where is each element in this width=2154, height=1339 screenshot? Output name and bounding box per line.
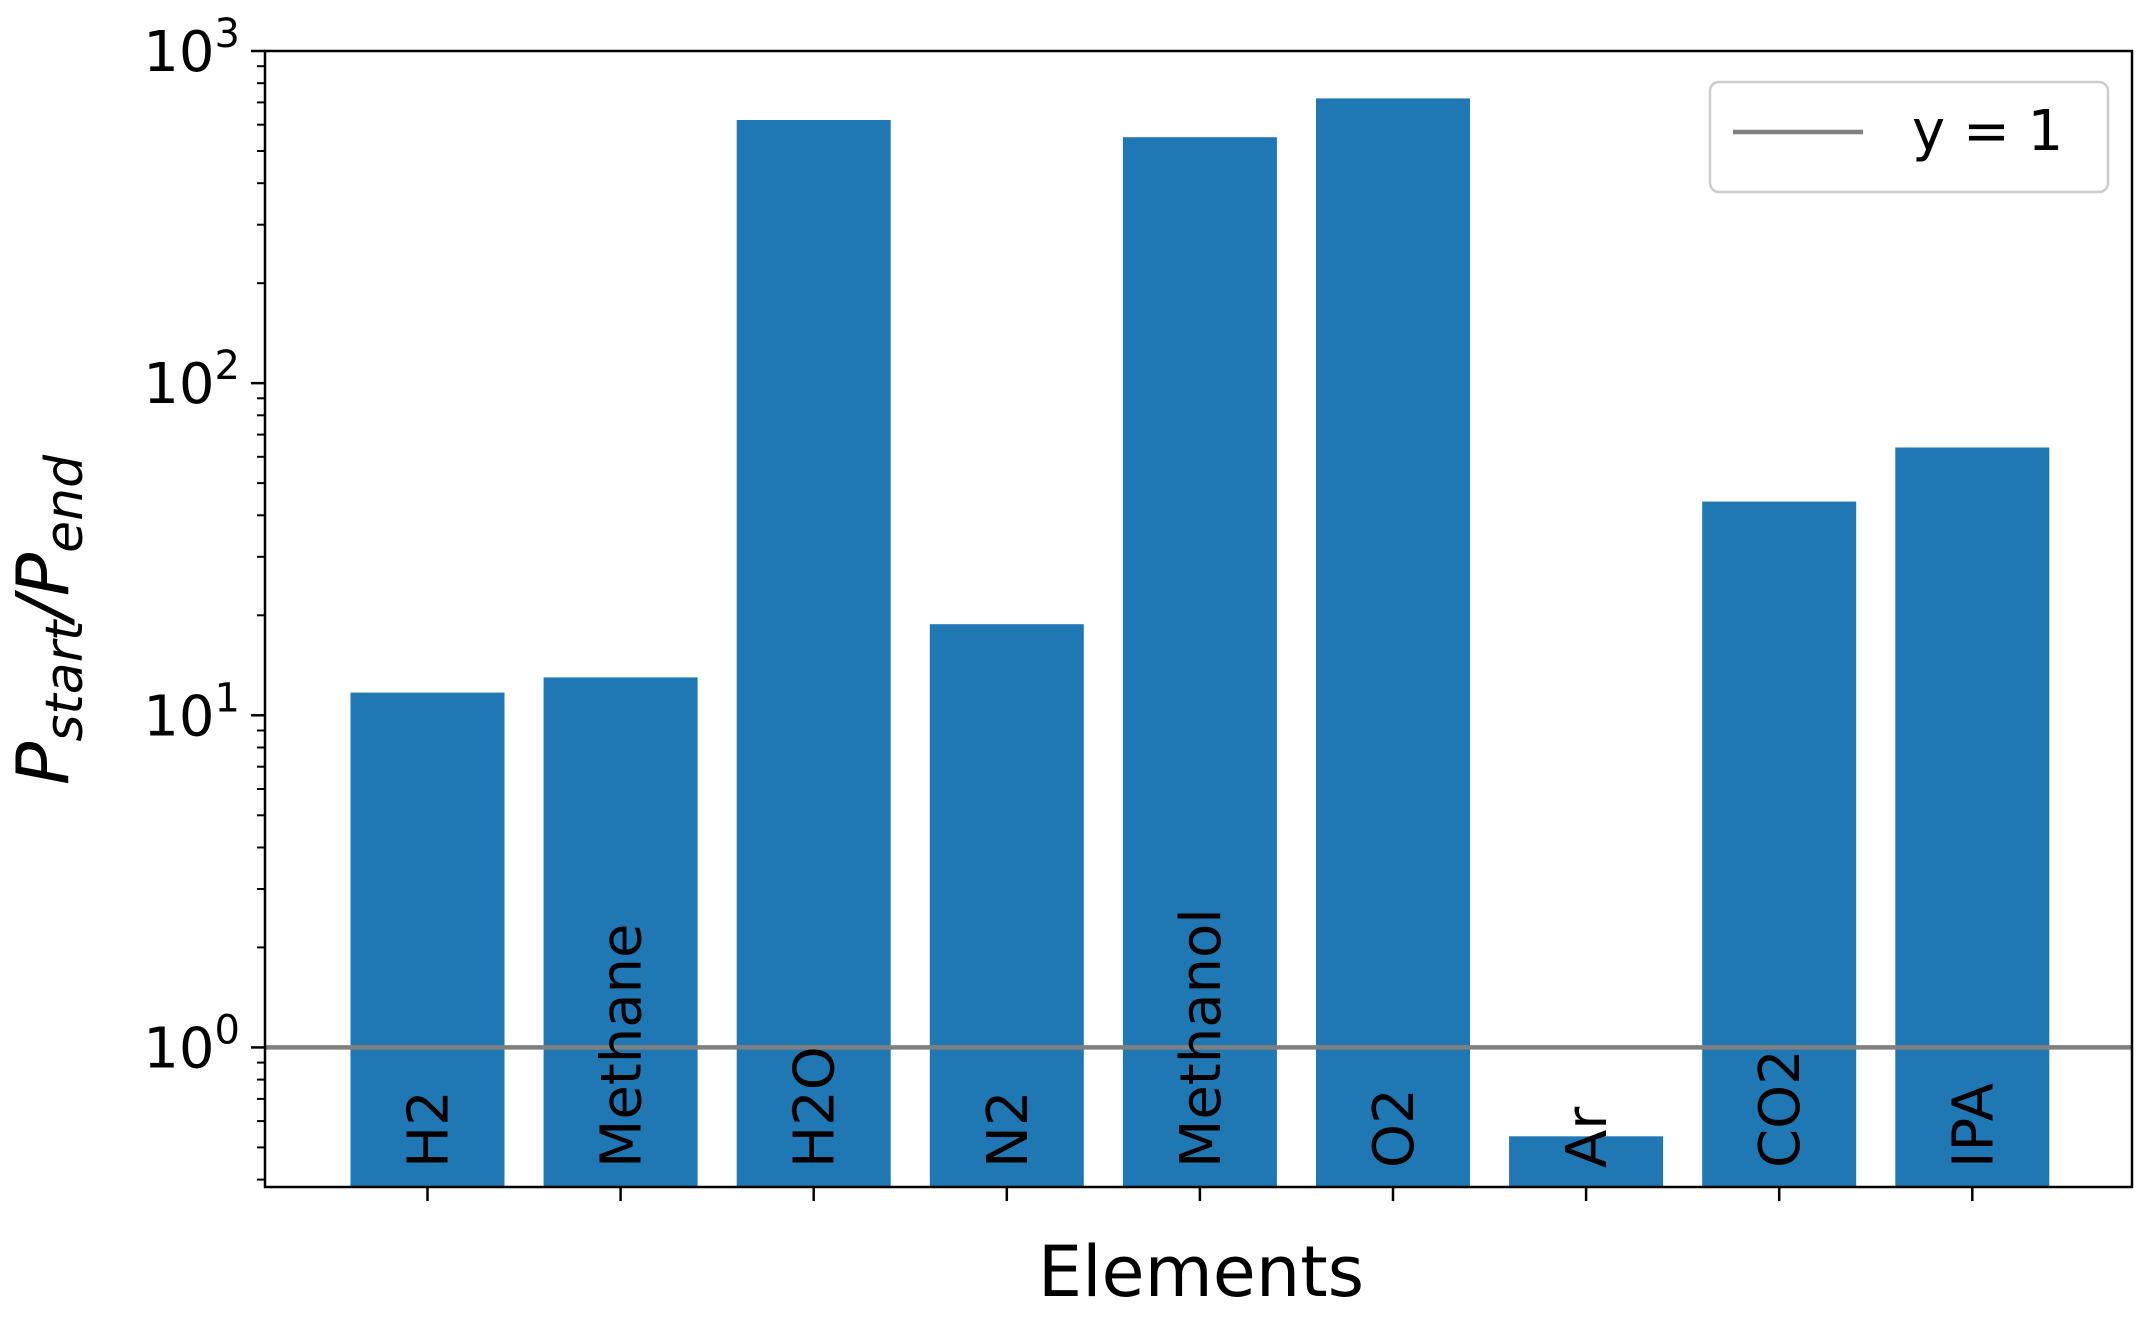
y-tick-label: 102 bbox=[143, 343, 240, 417]
y-tick-label: 101 bbox=[143, 675, 240, 749]
y-tick-label: 103 bbox=[143, 11, 240, 85]
bar-label-ar: Ar bbox=[1555, 1106, 1620, 1168]
y-axis-label: Pstart/Pend bbox=[1, 454, 95, 785]
bar-label-n2: N2 bbox=[976, 1090, 1041, 1168]
bar-label-methane: Methane bbox=[590, 924, 655, 1168]
y-tick-label: 100 bbox=[143, 1007, 240, 1081]
bars-group bbox=[350, 98, 2050, 1188]
bar-ar bbox=[1509, 1136, 1664, 1187]
bar-labels-group: H2 Methane H2O N2 Methanol O2 Ar CO2 IPA bbox=[397, 908, 2007, 1168]
bar-h2o bbox=[736, 120, 891, 1187]
bar-co2 bbox=[1702, 501, 1857, 1188]
legend-label: y = 1 bbox=[1912, 99, 2063, 164]
y-label-p: P bbox=[1, 741, 85, 785]
bar-label-ipa: IPA bbox=[1941, 1083, 2006, 1168]
bar-h2 bbox=[350, 692, 505, 1187]
legend: y = 1 bbox=[1708, 80, 2110, 194]
axes-group: 100 101 102 103 bbox=[143, 11, 2134, 1201]
bar-ipa bbox=[1895, 447, 2050, 1187]
bar-methane bbox=[543, 677, 698, 1187]
x-axis-label: Elements bbox=[1038, 1231, 1364, 1313]
bar-label-h2o: H2O bbox=[783, 1046, 848, 1168]
y-label-start-sub: start bbox=[35, 619, 95, 742]
bar-methanol bbox=[1122, 137, 1277, 1188]
bar-label-o2: O2 bbox=[1362, 1088, 1427, 1168]
bar-label-h2: H2 bbox=[397, 1090, 462, 1168]
bar-o2 bbox=[1316, 98, 1470, 1187]
bar-label-co2: CO2 bbox=[1748, 1049, 1813, 1168]
y-label-p-end: P bbox=[1, 552, 85, 596]
bar-n2 bbox=[929, 624, 1084, 1187]
bar-label-methanol: Methanol bbox=[1169, 908, 1234, 1168]
y-label-end-sub: end bbox=[35, 454, 95, 553]
legend-box bbox=[1708, 80, 2110, 194]
plot-frame bbox=[263, 49, 2134, 1189]
